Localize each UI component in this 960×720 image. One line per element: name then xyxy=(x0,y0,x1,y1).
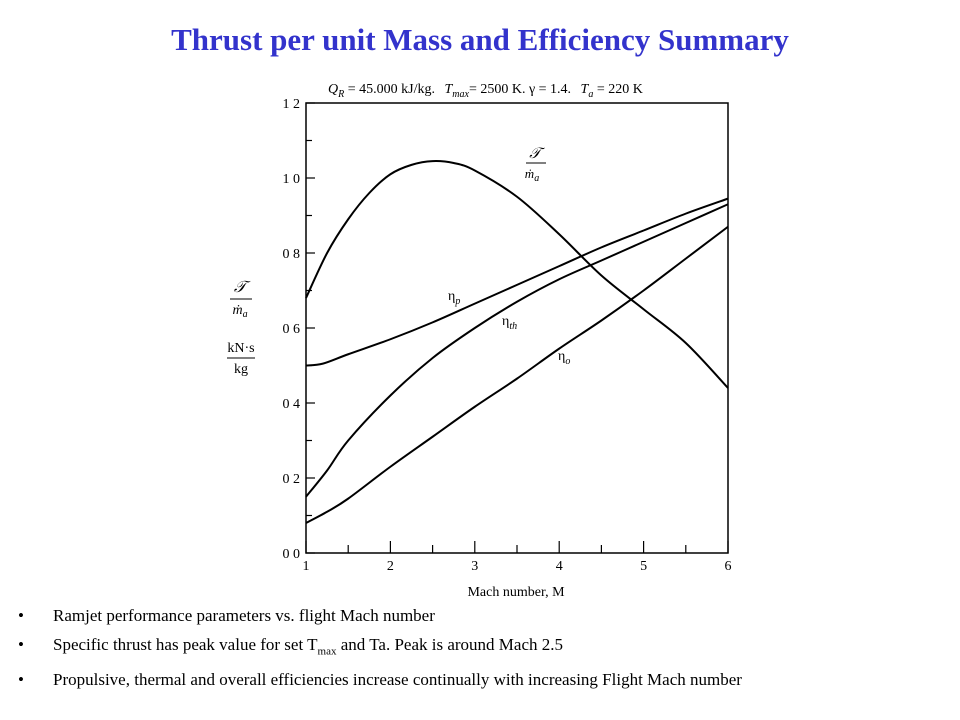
bullet-dot: • xyxy=(18,670,24,690)
performance-chart: QR = 45.000 kJ/kg. Tmax= 2500 K. γ = 1.4… xyxy=(227,82,732,600)
x-tick-labels: 1 2 3 4 5 6 xyxy=(303,559,732,574)
y-tick-label: 0 8 xyxy=(283,247,301,262)
series-label-denominator: ṁa xyxy=(525,166,539,184)
axis-ticks xyxy=(305,102,729,554)
y-label-unit-numerator: kN·s xyxy=(227,341,254,356)
series-line xyxy=(305,197,729,367)
bullet-text-post: and Ta. Peak is around Mach 2.5 xyxy=(336,635,564,654)
x-tick-label: 5 xyxy=(640,559,647,574)
x-tick-label: 4 xyxy=(556,559,563,574)
series-label: ηo xyxy=(558,349,570,367)
bullet-item-2: • Specific thrust has peak value for set … xyxy=(0,634,960,662)
x-tick-label: 1 xyxy=(303,559,310,574)
caption-t-val: = 2500 K. γ = 1.4. xyxy=(469,82,571,97)
series-label: ηth xyxy=(502,314,517,332)
caption-q-sub: R xyxy=(337,89,344,100)
y-label-den-sub: a xyxy=(243,309,248,320)
x-tick-label: 2 xyxy=(387,559,394,574)
slide-title: Thrust per unit Mass and Efficiency Summ… xyxy=(171,22,789,57)
x-tick-label: 3 xyxy=(471,559,478,574)
y-tick-label: 1 2 xyxy=(283,97,301,112)
caption-q: Q xyxy=(328,82,338,97)
bullet-text: Ramjet performance parameters vs. flight… xyxy=(53,606,435,625)
y-tick-label: 0 2 xyxy=(283,472,301,487)
caption-t: T xyxy=(444,82,453,97)
caption-ta: T xyxy=(581,82,590,97)
y-tick-label: 0 0 xyxy=(283,547,301,562)
bullet-text-pre: Specific thrust has peak value for set T xyxy=(53,635,318,654)
chart-caption: QR = 45.000 kJ/kg. Tmax= 2500 K. γ = 1.4… xyxy=(328,82,643,100)
bullet-item-1: • Ramjet performance parameters vs. fligh… xyxy=(0,605,960,627)
series-label: ηp xyxy=(448,289,460,307)
caption-ta-sub: a xyxy=(588,89,593,100)
caption-t-sub: max xyxy=(452,89,469,100)
bullet-item-3: • Propulsive, thermal and overall efficie… xyxy=(0,669,960,691)
y-tick-labels: 0 0 0 2 0 4 0 6 0 8 1 0 1 2 xyxy=(283,97,301,562)
series-label-numerator: 𝒯 xyxy=(529,146,545,162)
series-line xyxy=(305,203,729,498)
y-tick-label: 1 0 xyxy=(283,172,301,187)
bullet-text-sub: max xyxy=(317,645,337,658)
x-tick-label: 6 xyxy=(725,559,732,574)
series-line xyxy=(305,225,729,524)
bullet-list: • Ramjet performance parameters vs. fligh… xyxy=(0,605,960,698)
caption-ta-val: = 220 K xyxy=(593,82,643,97)
y-label-denominator: ṁa xyxy=(232,303,247,320)
bullet-dot: • xyxy=(18,606,24,625)
x-axis-label: Mach number, M xyxy=(467,585,565,600)
caption-q-val: = 45.000 kJ/kg. xyxy=(344,82,435,97)
y-axis-label: 𝒯 ṁa kN·s kg xyxy=(227,279,255,377)
bullet-dot: • xyxy=(18,635,24,654)
y-tick-label: 0 6 xyxy=(283,322,301,337)
y-tick-label: 0 4 xyxy=(283,397,301,412)
y-label-numerator: 𝒯 xyxy=(234,279,251,296)
y-label-unit-denominator: kg xyxy=(234,362,248,377)
bullet-text: Propulsive, thermal and overall efficien… xyxy=(53,670,742,690)
series-lines xyxy=(305,160,729,524)
